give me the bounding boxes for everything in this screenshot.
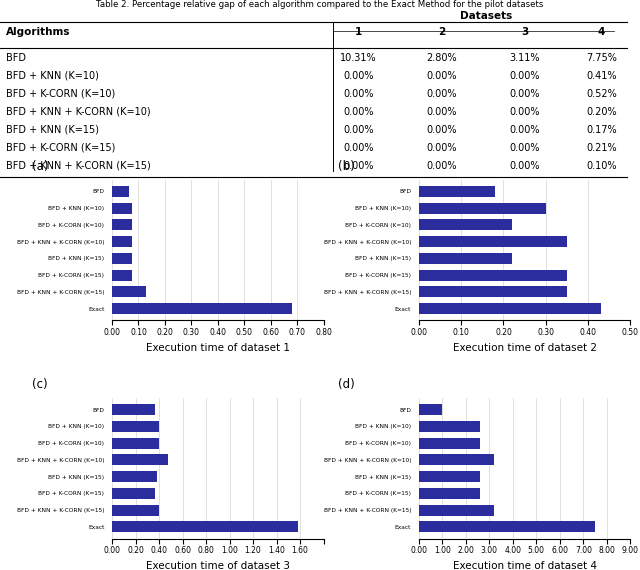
Bar <box>419 438 480 449</box>
Bar <box>112 286 147 297</box>
Text: (c): (c) <box>31 378 47 391</box>
Text: BFD + K-CORN (K=15): BFD + K-CORN (K=15) <box>6 143 116 153</box>
Bar <box>112 522 298 532</box>
Bar <box>112 438 159 449</box>
Text: (b): (b) <box>339 160 355 173</box>
Bar <box>419 421 480 432</box>
Bar <box>112 471 157 482</box>
Text: 0.41%: 0.41% <box>586 71 617 81</box>
Bar <box>419 471 480 482</box>
Text: 1: 1 <box>355 27 362 38</box>
Text: 3.11%: 3.11% <box>509 53 540 63</box>
Text: BFD: BFD <box>6 53 26 63</box>
Bar <box>419 488 480 499</box>
Bar <box>112 270 132 280</box>
Bar <box>419 186 495 197</box>
Text: 0.52%: 0.52% <box>586 89 617 99</box>
Text: 0.00%: 0.00% <box>343 89 374 99</box>
Text: 0.00%: 0.00% <box>426 107 457 117</box>
Bar <box>419 253 512 264</box>
Text: 0.00%: 0.00% <box>343 71 374 81</box>
Text: 0.00%: 0.00% <box>509 107 540 117</box>
X-axis label: Execution time of dataset 1: Execution time of dataset 1 <box>146 343 290 353</box>
Text: 2.80%: 2.80% <box>426 53 457 63</box>
Text: 0.00%: 0.00% <box>343 107 374 117</box>
Bar <box>419 522 595 532</box>
Bar <box>112 454 168 465</box>
Text: BFD + K-CORN (K=10): BFD + K-CORN (K=10) <box>6 89 116 99</box>
Text: 7.75%: 7.75% <box>586 53 617 63</box>
Bar <box>419 504 494 515</box>
Text: 4: 4 <box>598 27 605 38</box>
Text: 0.00%: 0.00% <box>343 143 374 153</box>
Text: Algorithms: Algorithms <box>6 27 71 38</box>
Bar <box>112 219 132 230</box>
Text: BFD + KNN (K=15): BFD + KNN (K=15) <box>6 125 99 135</box>
X-axis label: Execution time of dataset 3: Execution time of dataset 3 <box>146 561 290 570</box>
Bar <box>419 454 494 465</box>
Text: 0.00%: 0.00% <box>509 125 540 135</box>
Bar <box>112 504 159 515</box>
Text: 0.00%: 0.00% <box>509 161 540 171</box>
Text: BFD + KNN + K-CORN (K=15): BFD + KNN + K-CORN (K=15) <box>6 161 151 171</box>
Text: 0.21%: 0.21% <box>586 143 617 153</box>
Text: 0.00%: 0.00% <box>509 89 540 99</box>
X-axis label: Execution time of dataset 4: Execution time of dataset 4 <box>452 561 596 570</box>
Bar <box>112 253 132 264</box>
Bar <box>419 236 567 247</box>
Text: BFD + KNN (K=10): BFD + KNN (K=10) <box>6 71 99 81</box>
Text: 0.17%: 0.17% <box>586 125 617 135</box>
Text: 0.00%: 0.00% <box>426 161 457 171</box>
Bar <box>419 286 567 297</box>
Bar <box>419 270 567 280</box>
Bar <box>419 219 512 230</box>
Text: 2: 2 <box>438 27 445 38</box>
Bar <box>112 421 159 432</box>
Text: 10.31%: 10.31% <box>340 53 377 63</box>
Bar <box>112 236 132 247</box>
Bar <box>112 203 132 214</box>
Text: 0.00%: 0.00% <box>426 71 457 81</box>
Text: 0.20%: 0.20% <box>586 107 617 117</box>
Text: 0.00%: 0.00% <box>343 161 374 171</box>
Text: BFD + KNN + K-CORN (K=10): BFD + KNN + K-CORN (K=10) <box>6 107 151 117</box>
Bar <box>112 303 292 314</box>
X-axis label: Execution time of dataset 2: Execution time of dataset 2 <box>452 343 596 353</box>
Text: 0.00%: 0.00% <box>509 143 540 153</box>
Bar <box>112 488 156 499</box>
Bar <box>112 404 156 415</box>
Text: 0.00%: 0.00% <box>509 71 540 81</box>
Text: (a): (a) <box>31 160 48 173</box>
Text: 0.00%: 0.00% <box>343 125 374 135</box>
Bar <box>419 203 546 214</box>
Text: 3: 3 <box>521 27 529 38</box>
Text: 0.00%: 0.00% <box>426 143 457 153</box>
Bar <box>419 303 601 314</box>
Text: (d): (d) <box>339 378 355 391</box>
Text: Datasets: Datasets <box>460 10 513 21</box>
Text: Table 2. Percentage relative gap of each algorithm compared to the Exact Method : Table 2. Percentage relative gap of each… <box>96 0 544 9</box>
Text: 0.10%: 0.10% <box>586 161 617 171</box>
Bar <box>112 186 129 197</box>
Text: 0.00%: 0.00% <box>426 125 457 135</box>
Bar <box>419 404 442 415</box>
Text: 0.00%: 0.00% <box>426 89 457 99</box>
